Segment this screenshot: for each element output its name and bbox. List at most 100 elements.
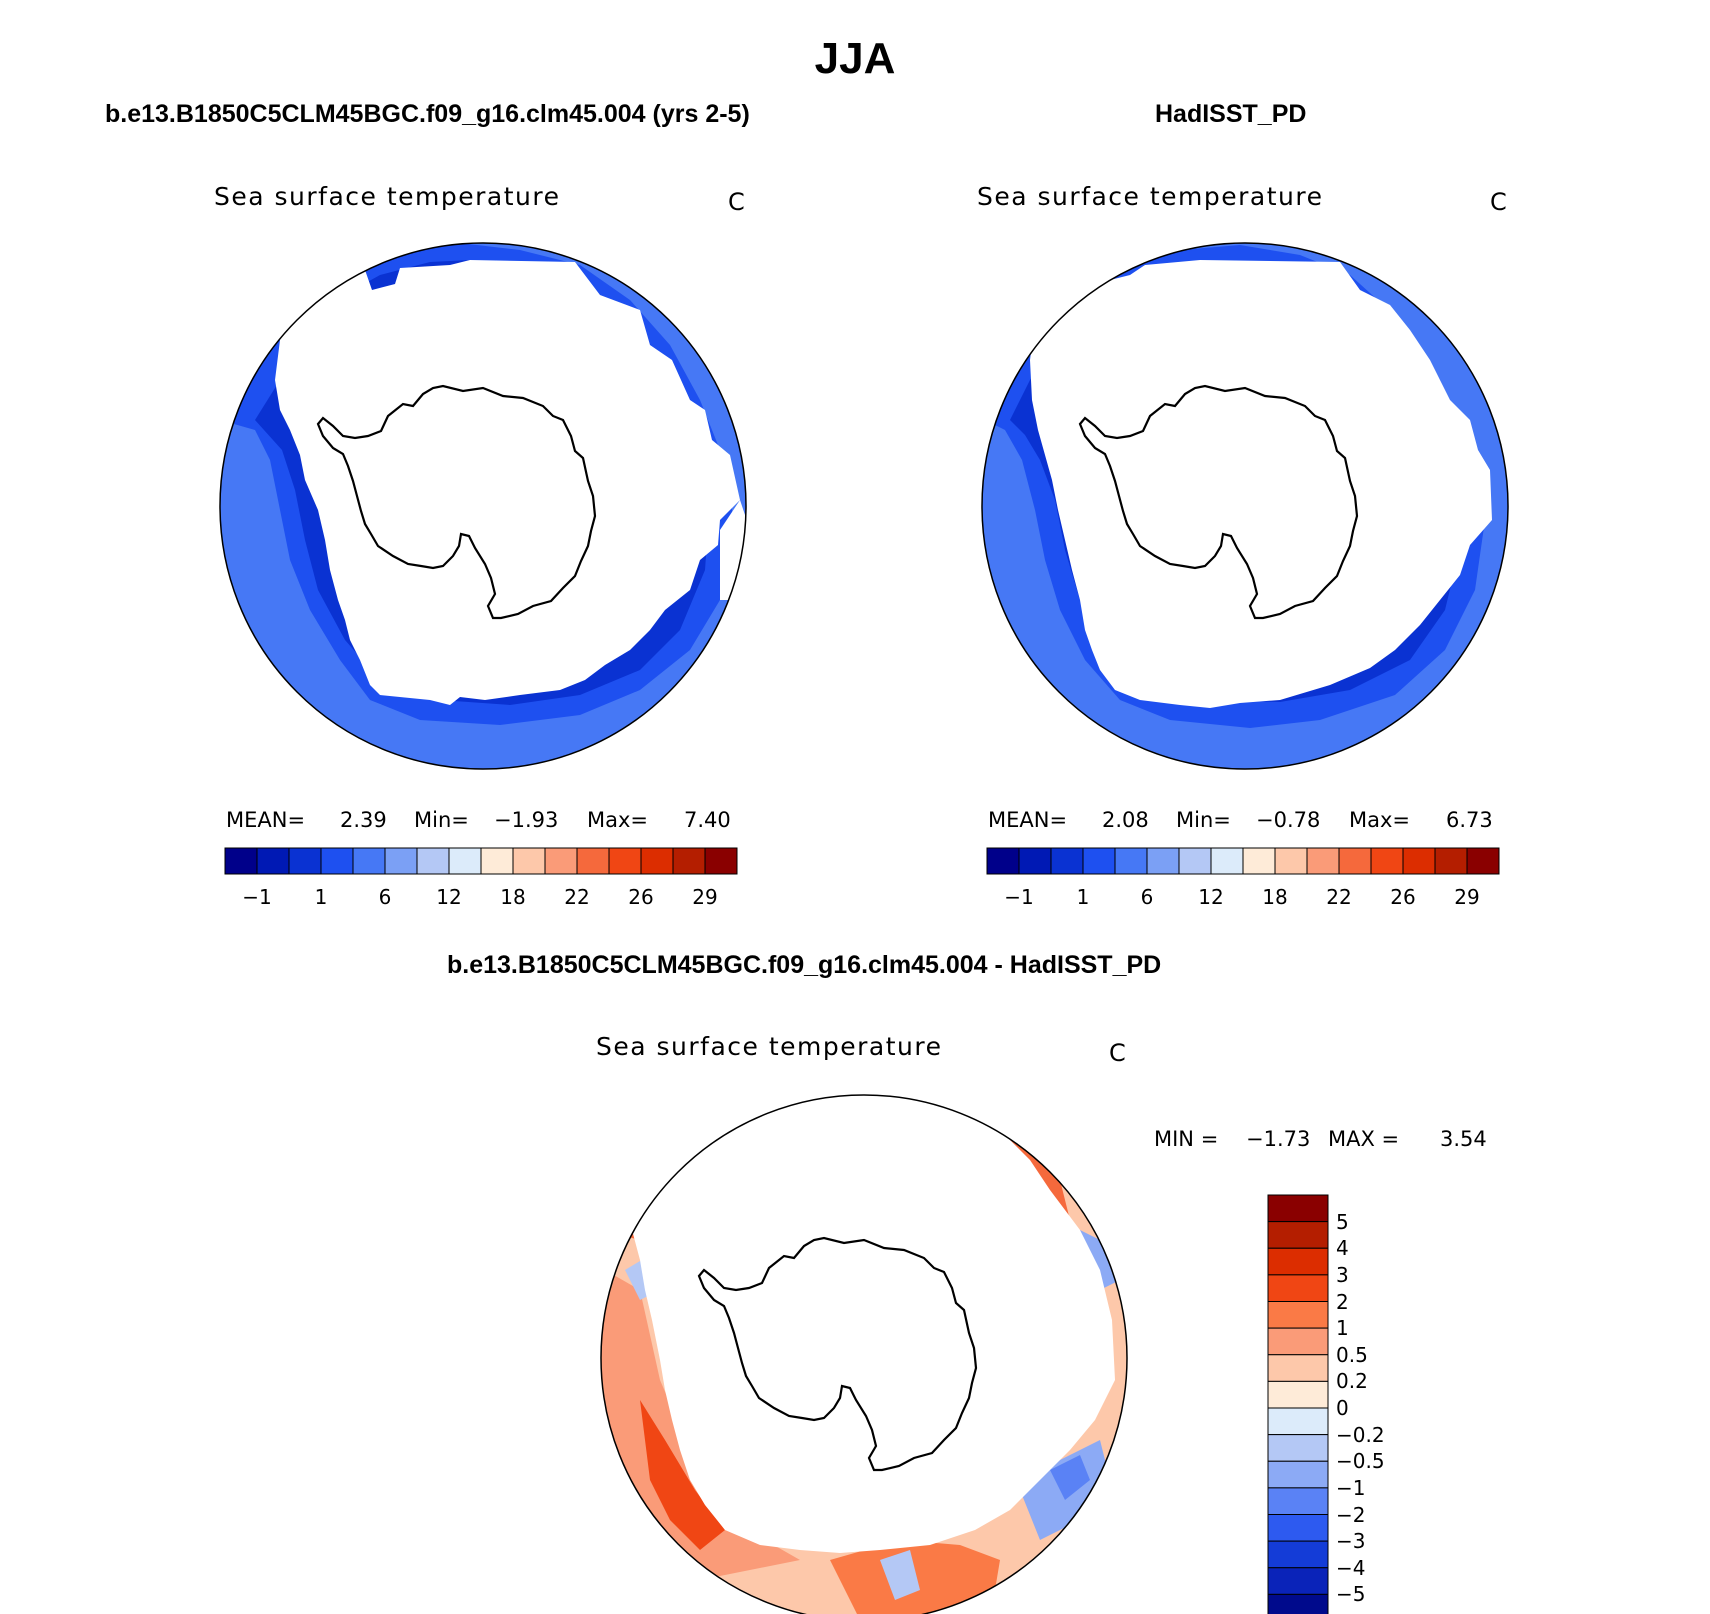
panel1-colorbar — [224, 847, 738, 875]
panel2-max-value: 6.73 — [1446, 808, 1493, 832]
panel3-colorbar-swatch — [1267, 1567, 1329, 1595]
panel1-colorbar-swatch — [416, 847, 450, 875]
panel3-colorbar-swatch — [1267, 1593, 1329, 1614]
panel1-variable-label: Sea surface temperature — [214, 182, 561, 211]
panel3-colorbar-tick-label: 0 — [1336, 1396, 1349, 1420]
panel1-colorbar-swatch — [256, 847, 290, 875]
panel2-colorbar-swatch — [1210, 847, 1244, 875]
panel2-colorbar-swatch — [1114, 847, 1148, 875]
panel1-colorbar-tick-label: −1 — [242, 885, 272, 909]
panel2-colorbar-tick-label: 12 — [1198, 885, 1224, 909]
panel2-units: C — [1490, 188, 1507, 216]
panel1-colorbar-tick-label: 12 — [436, 885, 462, 909]
panel1-colorbar-tick-label: 1 — [314, 885, 328, 909]
panel1-max-value: 7.40 — [684, 808, 731, 832]
panel2-colorbar-swatch — [986, 847, 1020, 875]
panel3-colorbar-tick-label: 3 — [1336, 1262, 1349, 1287]
panel1-colorbar-swatch — [352, 847, 386, 875]
panel3-colorbar-tick-label: −1 — [1336, 1475, 1366, 1500]
panel1-colorbar-swatch — [320, 847, 354, 875]
panel1-colorbar-swatch — [288, 847, 322, 875]
panel3-colorbar-tick-label: −0.5 — [1336, 1449, 1385, 1474]
panel1-colorbar-tick-label: 22 — [564, 885, 590, 909]
panel1-colorbar-swatch — [672, 847, 706, 875]
panel1-units: C — [728, 188, 745, 216]
panel1-colorbar-swatch — [544, 847, 578, 875]
panel3-colorbar-swatch — [1267, 1194, 1329, 1223]
panel3-colorbar-swatch — [1267, 1540, 1329, 1569]
panel3-units: C — [1109, 1039, 1126, 1067]
panel3-colorbar-swatch — [1267, 1380, 1329, 1409]
panel2-colorbar-tick-label: 26 — [1390, 885, 1416, 909]
panel1-colorbar-swatch — [576, 847, 610, 875]
panel3-colorbar-swatch — [1267, 1514, 1329, 1542]
panel3-colorbar-tick-label: −3 — [1336, 1529, 1366, 1554]
panel3-colorbar-swatch — [1267, 1221, 1329, 1249]
panel2-colorbar-swatch — [1466, 847, 1500, 875]
panel3-colorbar-tick-label: −5 — [1336, 1582, 1366, 1607]
panel2-colorbar-swatch — [1370, 847, 1404, 875]
panel2-colorbar-swatch — [1082, 847, 1116, 875]
panel2-max-label: Max= — [1349, 808, 1411, 832]
panel2-colorbar-swatch — [1146, 847, 1180, 875]
panel1-colorbar-swatch — [448, 847, 482, 875]
panel3-colorbar-swatch — [1267, 1327, 1329, 1356]
panel3-colorbar-tick-label: 0.2 — [1336, 1369, 1368, 1394]
panel3-variable-label: Sea surface temperature — [596, 1032, 943, 1061]
panel2-min-label: Min= — [1176, 808, 1231, 832]
panel3-colorbar-swatch — [1267, 1274, 1329, 1302]
panel3-colorbar-tick-label: −4 — [1336, 1555, 1366, 1580]
panel1-colorbar-swatch — [640, 847, 674, 875]
panel2-mean-label: MEAN= — [988, 808, 1068, 832]
panel3-colorbar-tick-label: −0.2 — [1336, 1422, 1385, 1447]
panel1-min-label: Min= — [414, 808, 469, 832]
panel3-colorbar-swatch — [1267, 1460, 1329, 1489]
panel1-colorbar-tick-label: 6 — [378, 885, 392, 909]
panel1-mean-value: 2.39 — [340, 808, 387, 832]
panel1-colorbar-swatch — [704, 847, 738, 875]
panel2-colorbar-tick-label: 22 — [1326, 885, 1352, 909]
panel3-colorbar-tick-label: 0.5 — [1336, 1342, 1368, 1367]
panel1-map — [219, 242, 747, 770]
panel2-map — [981, 242, 1509, 770]
panel3-colorbar-tick-label: −2 — [1336, 1502, 1366, 1527]
panel2-colorbar-swatch — [1402, 847, 1436, 875]
panel2-mean-value: 2.08 — [1102, 808, 1149, 832]
panel3-colorbar-tick-label: 5 — [1336, 1209, 1349, 1234]
panel2-variable-label: Sea surface temperature — [977, 182, 1324, 211]
panel2-title: HadISST_PD — [1155, 100, 1307, 128]
panel1-max-label: Max= — [587, 808, 649, 832]
panel3-colorbar-swatch — [1267, 1407, 1329, 1436]
panel3-title: b.e13.B1850C5CLM45BGC.f09_g16.clm45.004 … — [447, 951, 1162, 979]
panel3-min-label: MIN = — [1154, 1127, 1219, 1151]
panel2-colorbar-swatch — [1306, 847, 1340, 875]
panel3-colorbar-swatch — [1267, 1487, 1329, 1515]
panel3-max-value: 3.54 — [1440, 1127, 1487, 1151]
panel2-min-value: −0.78 — [1256, 808, 1321, 832]
panel1-colorbar-tick-label: 18 — [500, 885, 526, 909]
panel1-mean-label: MEAN= — [226, 808, 306, 832]
panel3-min-value: −1.73 — [1246, 1127, 1311, 1151]
panel3-colorbar-swatch — [1267, 1247, 1329, 1276]
panel2-colorbar-tick-label: 18 — [1262, 885, 1288, 909]
panel3-colorbar-swatch — [1267, 1434, 1329, 1462]
figure-title: JJA — [814, 34, 896, 83]
panel2-colorbar-swatch — [1018, 847, 1052, 875]
panel2-colorbar-swatch — [1338, 847, 1372, 875]
panel1-colorbar-swatch — [384, 847, 418, 875]
panel3-colorbar — [1267, 1194, 1329, 1614]
panel3-colorbar-swatch — [1267, 1301, 1329, 1329]
panel3-max-label: MAX = — [1328, 1127, 1400, 1151]
panel1-colorbar-tick-label: 29 — [692, 885, 718, 909]
panel2-colorbar-tick-label: 6 — [1140, 885, 1154, 909]
panel3-colorbar-swatch — [1267, 1354, 1329, 1382]
panel2-colorbar-swatch — [1434, 847, 1468, 875]
panel2-colorbar-swatch — [1050, 847, 1084, 875]
panel2-colorbar-tick-label: 29 — [1454, 885, 1480, 909]
panel3-map — [600, 1094, 1128, 1614]
panel1-colorbar-tick-label: 26 — [628, 885, 654, 909]
panel2-colorbar — [986, 847, 1500, 875]
panel1-colorbar-swatch — [480, 847, 514, 875]
panel1-min-value: −1.93 — [494, 808, 559, 832]
panel1-colorbar-swatch — [608, 847, 642, 875]
